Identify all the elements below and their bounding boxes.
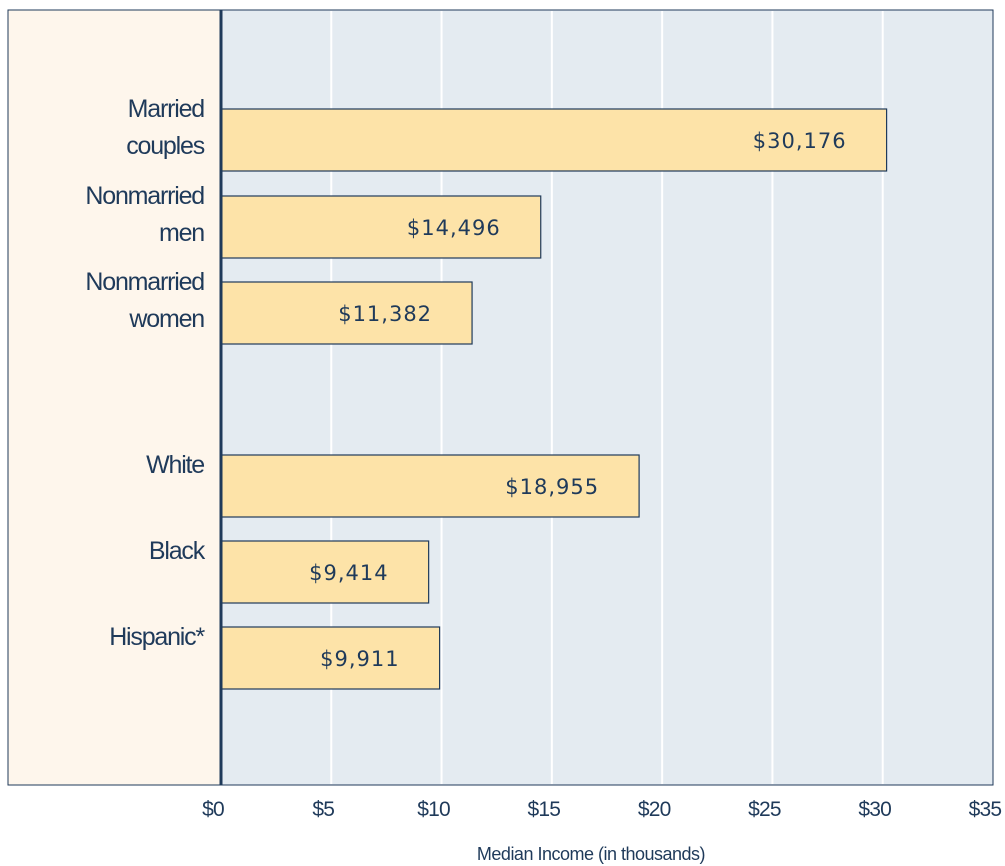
data-label: $11,382 xyxy=(338,302,432,326)
x-tick-label: $20 xyxy=(638,798,671,821)
x-tick-label: $0 xyxy=(202,798,224,821)
category-labels: Married couples Nonmarried men Nonmarried wom… xyxy=(85,95,207,651)
category-label: Nonmarried men xyxy=(85,182,204,247)
data-label: $14,496 xyxy=(407,216,501,240)
category-label-panel xyxy=(7,9,222,786)
category-label: White xyxy=(146,451,204,479)
data-label: $18,955 xyxy=(505,475,599,499)
x-tick-label: $25 xyxy=(748,798,781,821)
x-tick-label: $10 xyxy=(417,798,450,821)
bar xyxy=(220,626,441,690)
x-tick-labels: $0 $5 $10 $15 $20 $25 $30 $35 xyxy=(202,798,1002,821)
category-label: Nonmarried women xyxy=(85,268,204,333)
x-tick-label: $35 xyxy=(969,798,1002,821)
data-label: $30,176 xyxy=(753,129,847,153)
data-label: $9,414 xyxy=(309,561,388,585)
data-label: $9,911 xyxy=(320,647,399,671)
bars: $30,176 $14,496 $11,382 $18,955 $9,414 $9,911 xyxy=(220,108,888,690)
category-label: Hispanic* xyxy=(109,623,205,651)
category-label: Black xyxy=(149,537,206,565)
category-label: Married couples xyxy=(126,95,204,160)
x-tick-label: $30 xyxy=(858,798,891,821)
bar xyxy=(220,454,640,518)
x-tick-label: $15 xyxy=(528,798,561,821)
bar xyxy=(220,195,542,259)
x-axis-title: Median Income (in thousands) xyxy=(477,844,705,864)
x-tick-label: $5 xyxy=(312,798,334,821)
bar xyxy=(220,281,473,345)
bar xyxy=(220,540,430,604)
